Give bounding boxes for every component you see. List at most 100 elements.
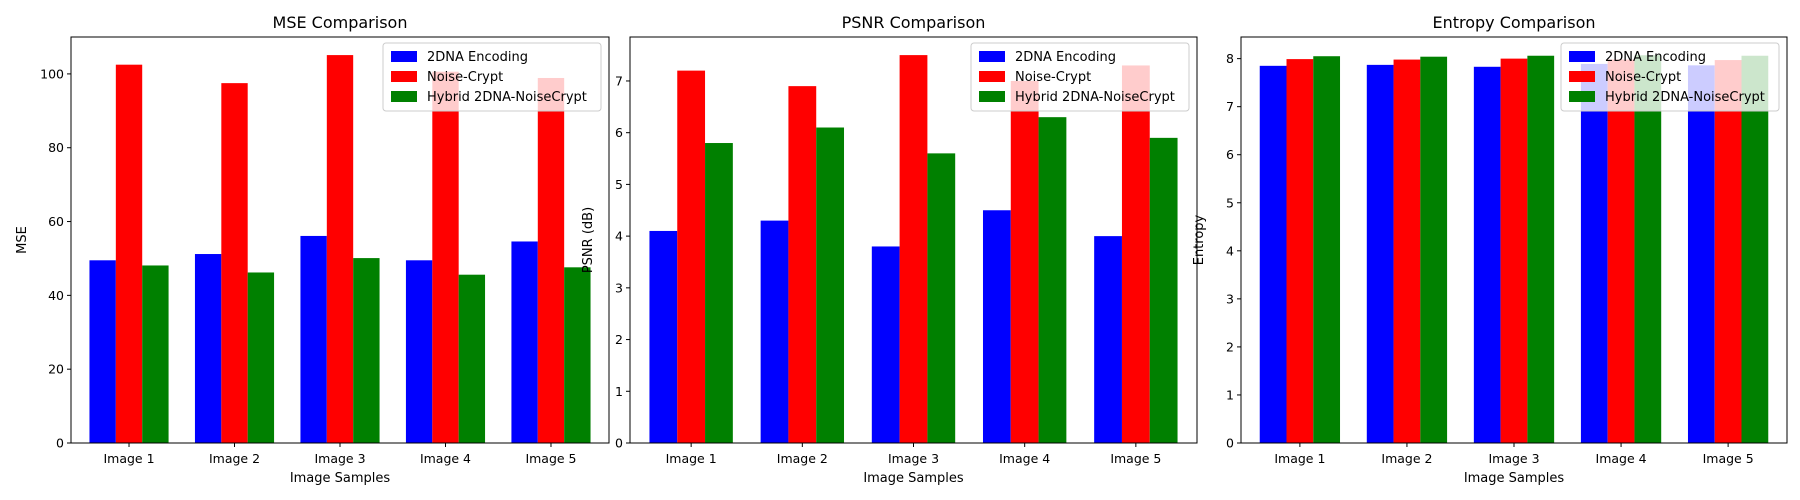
legend-label: Noise-Crypt [1605,70,1681,85]
bar [194,254,222,443]
bar [432,71,459,443]
series-3 [1313,55,1769,444]
x-tick-label: Image 4 [420,451,471,466]
legend-swatch [979,71,1005,82]
legend-swatch [391,51,417,62]
y-tick-label: 5 [615,177,623,192]
bar [1286,59,1314,443]
x-tick-label: Image 5 [525,451,576,466]
series-3 [142,258,591,443]
chart-title: Entropy Comparison [1432,13,1595,32]
bar [1714,60,1742,444]
x-tick-label: Image 2 [1381,451,1432,466]
y-axis-label: PSNR (dB) [581,207,596,273]
x-tick-label: Image 3 [888,451,939,466]
series-2 [677,55,1150,444]
legend-label: Noise-Crypt [427,70,503,85]
y-tick-label: 2 [615,332,623,347]
y-tick-label: 5 [1226,195,1234,210]
legend-swatch [979,91,1005,102]
bar [649,230,678,443]
y-tick-label: 20 [48,362,64,377]
x-axis-label: Image Samples [863,471,964,486]
bar [511,241,538,443]
legend: 2DNA Encoding Noise-Crypt Hybrid 2DNA-Nois… [970,42,1190,112]
bar [1580,63,1608,444]
chart-title: PSNR Comparison [842,13,986,32]
bar [1313,56,1341,443]
bar [899,55,928,444]
y-tick-label: 80 [48,140,64,155]
bar [1094,236,1122,443]
legend-label: Hybrid 2DNA-NoiseCrypt [1605,90,1765,105]
bar [326,55,354,444]
bar [89,260,116,443]
x-tick-label: Image 5 [1703,451,1754,466]
legend-label: Noise-Crypt [1015,70,1091,85]
y-tick-label: 60 [48,214,64,229]
bar [1607,59,1635,444]
y-tick-label: 3 [615,280,623,295]
legend-box [382,42,602,112]
series-1 [1259,63,1715,444]
y-tick-label: 7 [1226,99,1234,114]
bar [353,258,380,443]
bar [927,153,956,443]
bar [1527,55,1555,443]
legend-label: Hybrid 2DNA-NoiseCrypt [427,90,587,105]
legend-label: 2DNA Encoding [1605,50,1706,65]
legend: 2DNA Encoding Noise-Crypt Hybrid 2DNA-Nois… [382,42,602,112]
bar [1473,66,1501,443]
legend-swatch [1569,91,1595,102]
series-2 [115,55,565,444]
y-tick-label: 100 [40,66,64,81]
bar [142,265,169,443]
bar [1687,65,1715,443]
bar [760,220,789,443]
y-tick-label: 6 [1226,147,1234,162]
series-1 [89,235,538,443]
bar [405,260,433,443]
x-tick-label: Image 1 [1274,451,1325,466]
bar [1010,80,1039,443]
y-tick-label: 6 [615,125,623,140]
x-tick-label: Image 3 [314,451,365,466]
legend-swatch [1569,51,1595,62]
bar [458,274,486,443]
legend-box [970,42,1190,112]
legend-swatch [391,91,417,102]
x-tick-label: Image 2 [209,451,260,466]
legend-label: 2DNA Encoding [1015,50,1116,65]
chart-title: MSE Comparison [273,13,408,32]
x-tick-label: Image 3 [1488,451,1539,466]
bar [871,246,900,443]
y-tick-label: 0 [615,436,623,451]
y-tick-label: 0 [56,436,64,451]
x-tick-label: Image 4 [999,451,1050,466]
y-tick-label: 8 [1226,51,1234,66]
y-tick-label: 7 [615,73,623,88]
series-2 [1286,58,1742,444]
legend-swatch [979,51,1005,62]
x-tick-label: Image 4 [1596,451,1647,466]
legend-swatch [391,71,417,82]
x-axis-label: Image Samples [1464,471,1565,486]
bar [1121,65,1150,443]
series-1 [649,210,1122,443]
x-tick-label: Image 5 [1110,451,1161,466]
bar [1038,117,1067,444]
bar [1259,65,1287,443]
bar [1149,137,1178,443]
bar [1393,59,1421,444]
chart-panel-2: 0 1 2 3 4 5 6 7 Image 1 Image 2 Image 3 Image 4 Imag… [581,13,1198,486]
bar [300,235,327,443]
legend-box [1560,42,1780,112]
bar [788,86,817,443]
x-tick-label: Image 1 [666,451,717,466]
legend-label: Hybrid 2DNA-NoiseCrypt [1015,90,1175,105]
legend-swatch [1569,71,1595,82]
bar [1500,58,1528,443]
bar [705,143,733,443]
chart-panel-1: 0 20 40 60 80 100 Image 1 Image 2 Image 3 Image 4… [15,13,610,486]
